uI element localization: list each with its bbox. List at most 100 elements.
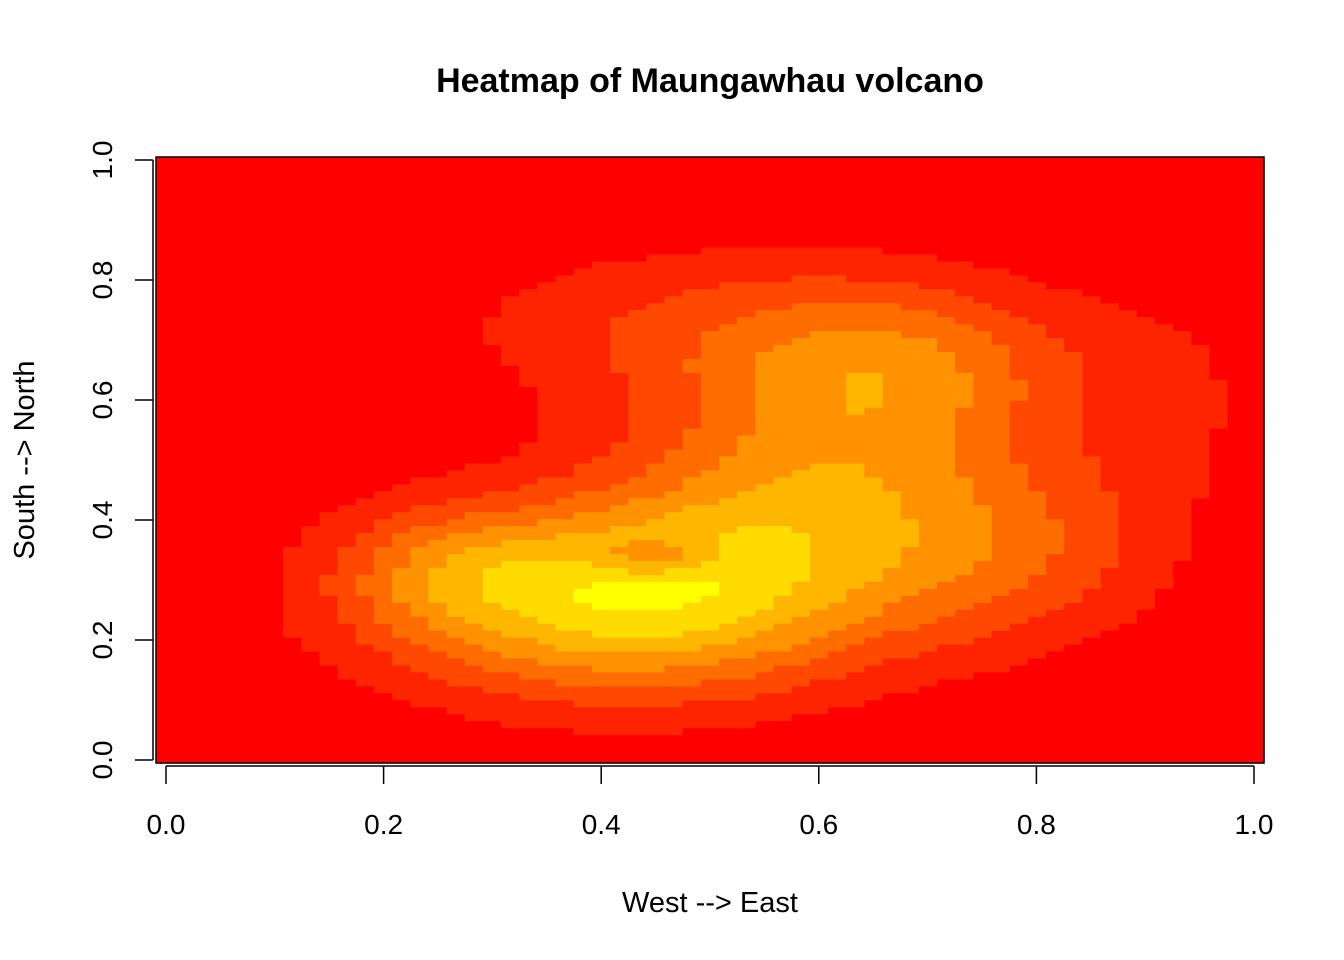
heatmap-cell — [156, 303, 175, 311]
heatmap-cell — [1082, 407, 1102, 416]
heatmap-cell — [864, 672, 884, 681]
heatmap-cell — [301, 310, 321, 318]
heatmap-cell — [519, 177, 539, 186]
heatmap-cell — [573, 477, 593, 485]
heatmap-cell — [773, 275, 793, 283]
heatmap-cell — [1009, 177, 1029, 186]
heatmap-cell — [174, 219, 193, 228]
heatmap-cell — [864, 324, 884, 332]
heatmap-cell — [809, 554, 829, 562]
heatmap-cell — [682, 205, 702, 214]
heatmap-cell — [737, 602, 757, 611]
heatmap-cell — [991, 588, 1011, 597]
heatmap-cell — [791, 247, 811, 256]
heatmap-cell — [809, 561, 829, 569]
heatmap-cell — [519, 637, 539, 646]
heatmap-cell — [646, 498, 666, 506]
heatmap-cell — [519, 756, 539, 764]
heatmap-cell — [410, 540, 430, 548]
heatmap-cell — [1191, 345, 1211, 353]
heatmap-cell — [773, 658, 793, 667]
heatmap-cell — [882, 567, 902, 576]
heatmap-cell — [773, 393, 793, 402]
heatmap-cell — [428, 665, 448, 674]
heatmap-cell — [355, 651, 375, 660]
heatmap-cell — [246, 519, 266, 527]
heatmap-cell — [737, 428, 757, 437]
heatmap-cell — [283, 219, 302, 228]
heatmap-cell — [246, 170, 266, 179]
heatmap-cell — [1027, 588, 1047, 597]
heatmap-cell — [955, 226, 974, 235]
heatmap-cell — [682, 365, 702, 374]
heatmap-cell — [737, 561, 757, 569]
heatmap-cell — [264, 463, 284, 472]
heatmap-cell — [628, 714, 648, 722]
heatmap-cell — [392, 400, 411, 409]
heatmap-cell — [210, 554, 230, 562]
heatmap-cell — [937, 331, 956, 339]
heatmap-cell — [755, 421, 775, 430]
heatmap-cell — [900, 407, 920, 416]
heatmap-cell — [755, 595, 775, 604]
heatmap-cell — [555, 240, 575, 249]
heatmap-cell — [737, 679, 757, 687]
heatmap-cell — [828, 435, 847, 444]
heatmap-cell — [646, 700, 666, 708]
heatmap-cell — [846, 470, 865, 479]
heatmap-cell — [537, 233, 557, 242]
heatmap-cell — [1155, 728, 1174, 736]
heatmap-cell — [773, 554, 793, 562]
heatmap-cell — [174, 484, 193, 492]
heatmap-cell — [610, 700, 629, 708]
heatmap-cell — [373, 345, 393, 353]
heatmap-cell — [192, 163, 212, 172]
heatmap-cell — [610, 303, 629, 311]
heatmap-cell — [573, 435, 593, 444]
heatmap-cell — [900, 275, 920, 283]
heatmap-cell — [991, 428, 1011, 437]
heatmap-cell — [482, 526, 502, 534]
heatmap-cell — [955, 574, 974, 583]
heatmap-cell — [937, 379, 956, 388]
heatmap-cell — [464, 310, 484, 318]
heatmap-cell — [918, 205, 938, 214]
heatmap-cell — [1191, 331, 1211, 339]
heatmap-cell — [918, 170, 938, 179]
heatmap-cell — [464, 212, 484, 221]
heatmap-cell — [174, 163, 193, 172]
heatmap-cell — [555, 184, 575, 193]
heatmap-cell — [973, 491, 993, 499]
heatmap-cell — [1155, 191, 1174, 200]
heatmap-cell — [900, 372, 920, 381]
heatmap-cell — [846, 449, 865, 458]
heatmap-cell — [864, 707, 884, 715]
heatmap-cell — [482, 310, 502, 318]
heatmap-cell — [301, 470, 321, 479]
heatmap-cell — [973, 359, 993, 367]
heatmap-cell — [664, 533, 684, 541]
heatmap-cell — [228, 609, 248, 618]
heatmap-cell — [1064, 463, 1083, 472]
heatmap-cell — [1118, 547, 1138, 555]
heatmap-cell — [537, 470, 557, 479]
heatmap-cell — [156, 240, 175, 249]
heatmap-cell — [828, 261, 847, 270]
heatmap-cell — [610, 470, 629, 479]
heatmap-cell — [791, 393, 811, 402]
heatmap-cell — [791, 379, 811, 388]
heatmap-cell — [918, 609, 938, 618]
heatmap-cell — [392, 630, 411, 639]
heatmap-cell — [973, 282, 993, 290]
heatmap-cell — [628, 519, 648, 527]
heatmap-cell — [682, 282, 702, 290]
heatmap-cell — [1027, 547, 1047, 555]
heatmap-cell — [1082, 707, 1102, 715]
heatmap-cell — [482, 428, 502, 437]
heatmap-cell — [646, 728, 666, 736]
heatmap-cell — [791, 233, 811, 242]
heatmap-cell — [719, 616, 738, 625]
heatmap-cell — [1046, 554, 1065, 562]
heatmap-cell — [918, 400, 938, 409]
heatmap-cell — [464, 421, 484, 430]
